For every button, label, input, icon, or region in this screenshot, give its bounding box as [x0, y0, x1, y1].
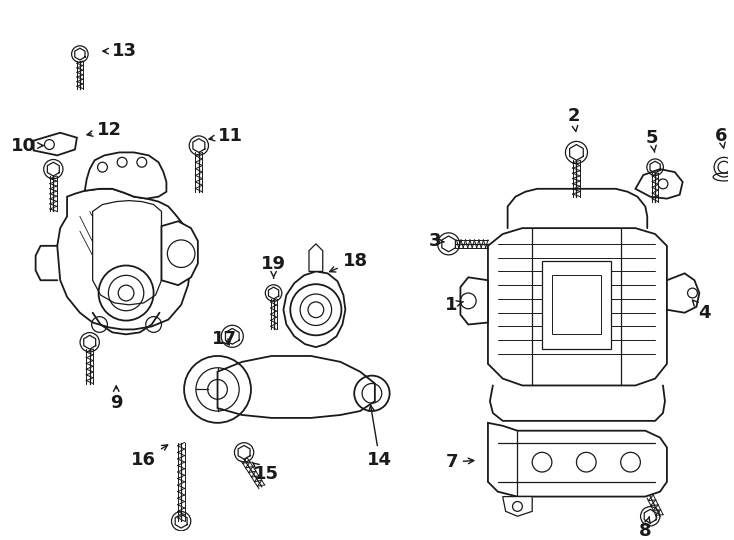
Text: 1: 1: [446, 296, 463, 314]
Polygon shape: [667, 273, 700, 313]
Polygon shape: [636, 169, 683, 199]
Polygon shape: [161, 221, 198, 285]
Text: 13: 13: [103, 42, 137, 60]
Text: 6: 6: [715, 127, 727, 148]
Text: 8: 8: [639, 516, 652, 540]
Polygon shape: [85, 152, 167, 199]
Text: 17: 17: [212, 330, 237, 348]
Text: 4: 4: [692, 300, 711, 322]
Ellipse shape: [713, 173, 734, 181]
Text: 14: 14: [367, 406, 392, 469]
Polygon shape: [488, 228, 667, 386]
Polygon shape: [488, 423, 667, 497]
Text: 2: 2: [567, 107, 580, 131]
Text: 15: 15: [252, 462, 279, 483]
Text: 9: 9: [110, 386, 123, 412]
Text: 11: 11: [209, 127, 243, 145]
Text: 5: 5: [646, 129, 658, 152]
Polygon shape: [283, 272, 346, 347]
Text: 16: 16: [131, 445, 167, 469]
Text: 18: 18: [330, 252, 368, 272]
Polygon shape: [309, 244, 323, 272]
Polygon shape: [217, 356, 375, 418]
Bar: [542, 261, 611, 349]
Text: 7: 7: [446, 453, 474, 471]
Polygon shape: [57, 189, 191, 329]
Polygon shape: [460, 278, 488, 325]
Text: 10: 10: [11, 137, 43, 154]
Text: 12: 12: [87, 121, 122, 139]
Polygon shape: [503, 497, 532, 516]
Text: 19: 19: [261, 254, 286, 278]
Text: 3: 3: [429, 232, 444, 250]
Bar: [552, 275, 601, 334]
Polygon shape: [92, 200, 161, 305]
